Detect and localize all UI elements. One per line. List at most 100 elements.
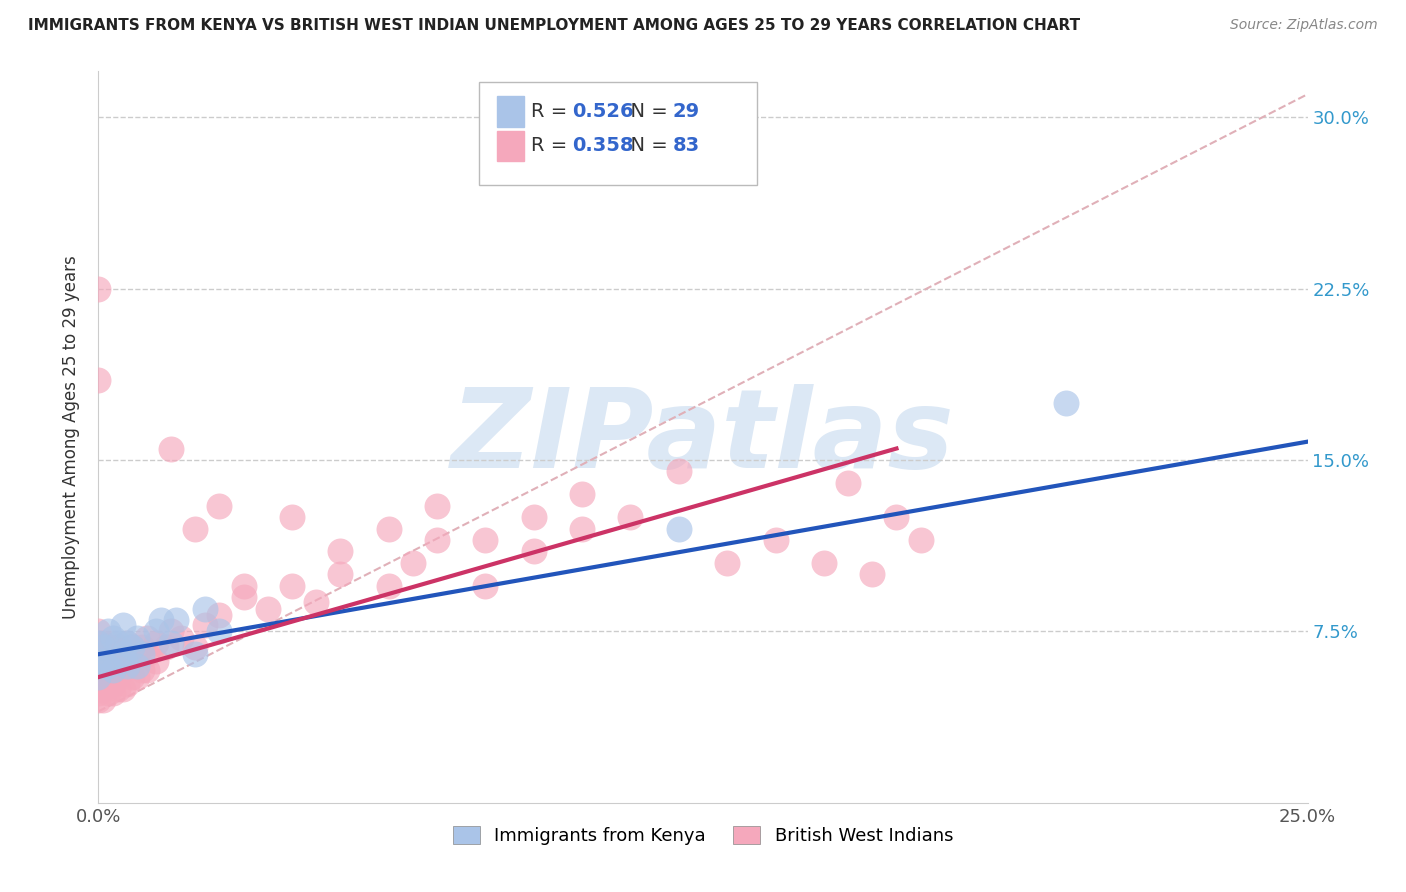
Point: [208, 499, 231, 513]
Point: [169, 632, 191, 646]
Point: [474, 533, 496, 547]
Point: [91, 636, 114, 650]
Legend: Immigrants from Kenya, British West Indians: Immigrants from Kenya, British West Indi…: [446, 819, 960, 852]
Point: [165, 613, 187, 627]
Point: [426, 499, 449, 513]
Point: [101, 654, 124, 668]
Point: [208, 624, 231, 639]
Point: [117, 658, 139, 673]
Point: [121, 670, 143, 684]
Point: [97, 624, 120, 639]
Point: [97, 686, 120, 700]
Point: [101, 663, 124, 677]
Text: N =: N =: [619, 136, 675, 155]
Point: [426, 533, 449, 547]
Point: [121, 640, 143, 655]
Point: [619, 510, 641, 524]
Point: [135, 647, 157, 661]
Point: [107, 654, 129, 668]
Point: [160, 442, 183, 456]
Point: [184, 640, 207, 655]
Text: 0.526: 0.526: [572, 102, 634, 121]
Point: [716, 556, 738, 570]
Point: [208, 608, 231, 623]
Point: [87, 373, 110, 387]
Point: [117, 658, 139, 673]
Point: [765, 533, 787, 547]
Point: [474, 579, 496, 593]
Point: [91, 654, 114, 668]
Point: [910, 533, 932, 547]
Point: [111, 663, 134, 677]
Point: [571, 521, 593, 535]
Point: [107, 636, 129, 650]
Text: 83: 83: [672, 136, 700, 155]
Point: [107, 640, 129, 655]
Point: [91, 670, 114, 684]
Point: [145, 654, 167, 668]
Point: [87, 658, 110, 673]
Point: [523, 510, 546, 524]
Point: [87, 645, 110, 659]
Point: [184, 647, 207, 661]
Point: [101, 677, 124, 691]
Point: [281, 510, 304, 524]
Point: [101, 686, 124, 700]
Text: Source: ZipAtlas.com: Source: ZipAtlas.com: [1230, 18, 1378, 32]
Point: [377, 521, 399, 535]
Point: [101, 632, 124, 646]
Point: [813, 556, 835, 570]
Point: [644, 155, 666, 169]
Point: [87, 647, 110, 661]
Point: [1054, 396, 1077, 410]
Point: [117, 677, 139, 691]
Point: [87, 670, 110, 684]
Point: [111, 647, 134, 661]
Point: [97, 658, 120, 673]
Point: [87, 636, 110, 650]
Point: [160, 636, 183, 650]
Point: [101, 636, 124, 650]
FancyBboxPatch shape: [479, 82, 758, 185]
Point: [97, 670, 120, 684]
Point: [155, 640, 177, 655]
Point: [91, 640, 114, 655]
Text: N =: N =: [619, 102, 675, 121]
Point: [91, 693, 114, 707]
Point: [87, 693, 110, 707]
Point: [101, 663, 124, 677]
Point: [111, 681, 134, 696]
Point: [194, 617, 217, 632]
Y-axis label: Unemployment Among Ages 25 to 29 years: Unemployment Among Ages 25 to 29 years: [62, 255, 80, 619]
Point: [523, 544, 546, 558]
Point: [131, 663, 153, 677]
Point: [135, 632, 157, 646]
Point: [281, 579, 304, 593]
Point: [131, 647, 153, 661]
Point: [668, 521, 690, 535]
Point: [127, 632, 149, 646]
Point: [87, 281, 110, 295]
Point: [232, 579, 254, 593]
Point: [87, 686, 110, 700]
Point: [837, 475, 859, 490]
Point: [111, 647, 134, 661]
Point: [107, 658, 129, 673]
Point: [87, 663, 110, 677]
Point: [117, 636, 139, 650]
Point: [886, 510, 908, 524]
Text: R =: R =: [531, 102, 574, 121]
Point: [121, 640, 143, 655]
Point: [97, 658, 120, 673]
Text: ZIPatlas: ZIPatlas: [451, 384, 955, 491]
Point: [402, 556, 425, 570]
Point: [131, 640, 153, 655]
Point: [87, 624, 110, 639]
Point: [860, 567, 883, 582]
Point: [145, 624, 167, 639]
Point: [111, 617, 134, 632]
Point: [117, 636, 139, 650]
Point: [160, 624, 183, 639]
Point: [87, 670, 110, 684]
Bar: [498, 96, 524, 127]
